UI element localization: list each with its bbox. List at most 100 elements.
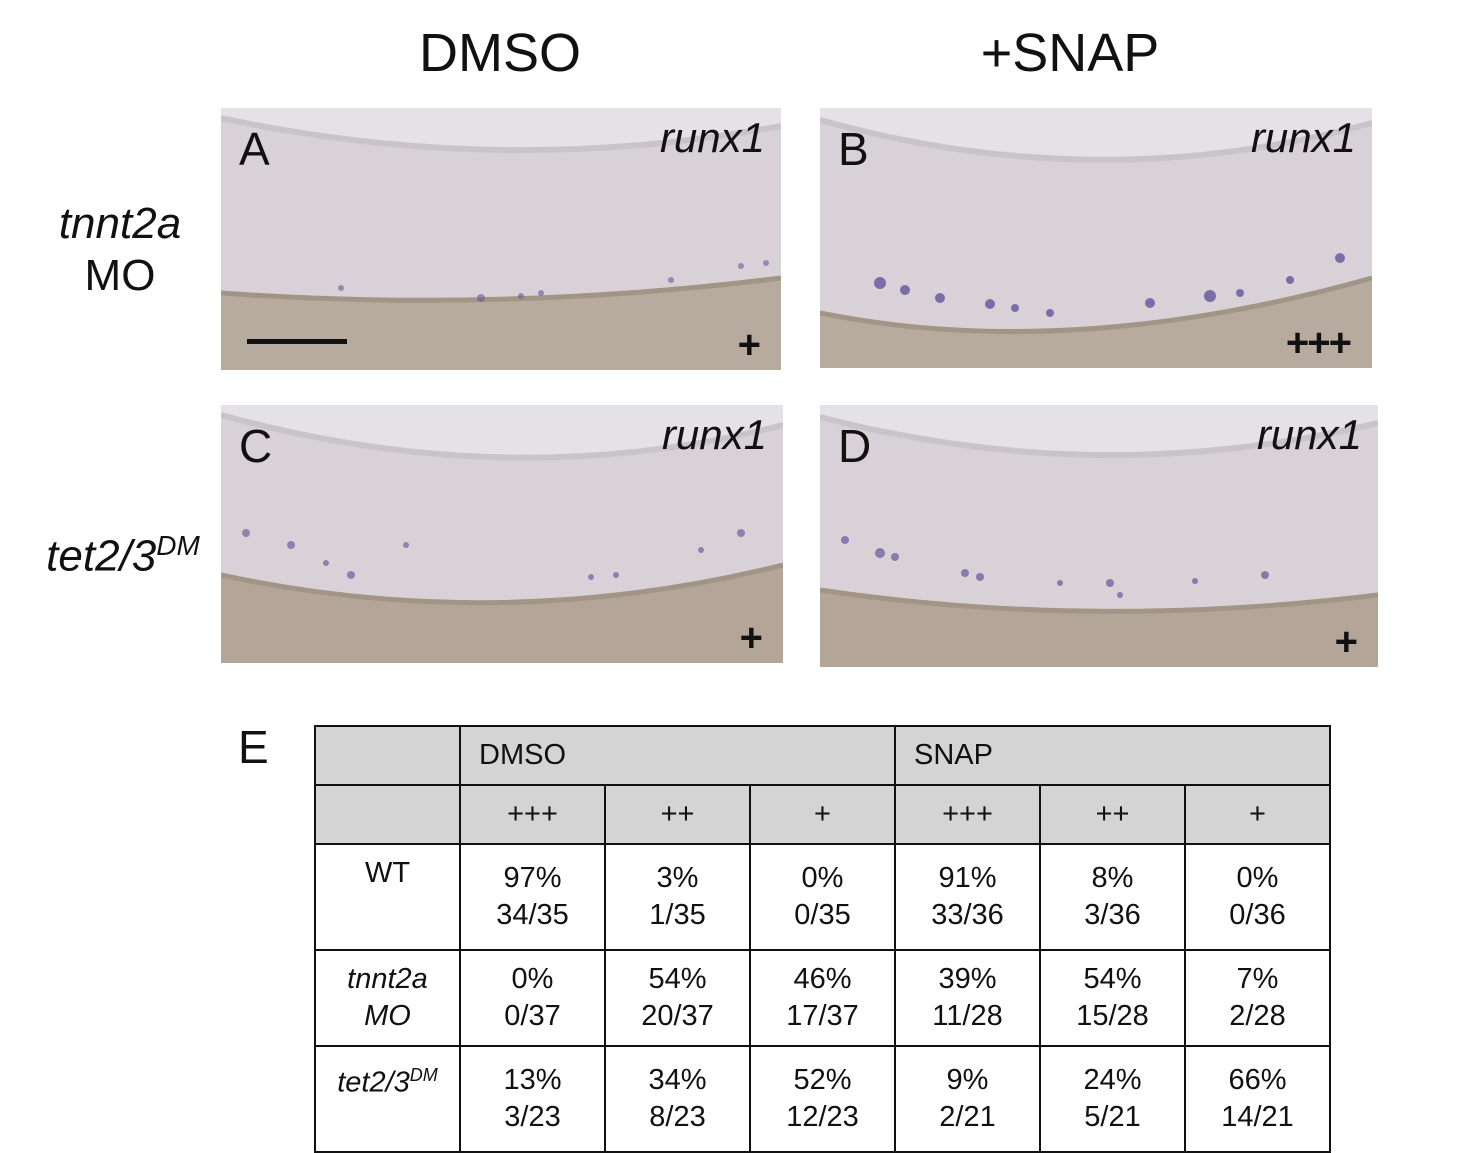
cell-count: 33/36 xyxy=(931,899,1004,931)
table-cell: 13% 3/23 xyxy=(459,1045,606,1153)
row-label-superscript: DM xyxy=(156,530,200,561)
cell-percent: 97% xyxy=(503,862,562,894)
cell-count: 17/37 xyxy=(786,1000,859,1032)
row-label-tet23-dm: tet2/3DM xyxy=(28,520,218,583)
table-cell: 34% 8/23 xyxy=(604,1045,751,1153)
cell-count: 0/35 xyxy=(794,899,851,931)
row-name-gene: tet2/3 xyxy=(337,1066,410,1099)
panel-letter: D xyxy=(838,420,872,472)
table-header-level: ++ xyxy=(1039,784,1186,845)
table-row: tet2/3DM 13% 3/23 34% 8/23 52% 12/23 9% 2/21… xyxy=(314,1045,1331,1153)
panel-letter-e: E xyxy=(238,721,269,773)
table-cell: 8% 3/36 xyxy=(1039,843,1186,951)
table-header-level: + xyxy=(1184,784,1331,845)
table-cell: 54% 20/37 xyxy=(604,949,751,1047)
table-corner-cell xyxy=(314,784,461,845)
micrograph-panel-b: B runx1 +++ xyxy=(820,108,1372,368)
table-row: tnnt2a MO 0% 0/37 54% 20/37 46% 17/37 39% 11/… xyxy=(314,949,1331,1047)
column-heading-dmso: DMSO xyxy=(419,23,581,83)
cell-percent: 54% xyxy=(648,963,707,995)
cell-count: 11/28 xyxy=(932,1000,1003,1032)
table-header-dmso: DMSO xyxy=(459,725,896,786)
panel-letter: A xyxy=(239,123,270,175)
cell-percent: 52% xyxy=(793,1064,852,1096)
table-cell: 39% 11/28 xyxy=(894,949,1041,1047)
cell-count: 3/36 xyxy=(1084,899,1141,931)
table-cell: 0% 0/37 xyxy=(459,949,606,1047)
cell-count: 3/23 xyxy=(504,1101,561,1133)
gene-label: runx1 xyxy=(659,114,765,161)
cell-percent: 9% xyxy=(946,1064,989,1096)
table-corner-cell xyxy=(314,725,461,786)
cell-percent: 0% xyxy=(1236,862,1279,894)
table-cell: 7% 2/28 xyxy=(1184,949,1331,1047)
table-cell: 91% 33/36 xyxy=(894,843,1041,951)
table-row-name: tnnt2a MO xyxy=(314,949,461,1047)
table-header-level: ++ xyxy=(604,784,751,845)
table-header-snap: SNAP xyxy=(894,725,1331,786)
cell-count: 0/37 xyxy=(504,1000,561,1032)
table-cell: 9% 2/21 xyxy=(894,1045,1041,1153)
cell-percent: 39% xyxy=(938,963,997,995)
table-cell: 24% 5/21 xyxy=(1039,1045,1186,1153)
micrograph-panel-c: C runx1 + xyxy=(221,405,783,663)
gene-label: runx1 xyxy=(1256,411,1362,458)
row-label-tnnt2a-mo: tnnt2a MO xyxy=(40,198,200,302)
cell-percent: 7% xyxy=(1236,963,1279,995)
gene-label: runx1 xyxy=(1250,114,1356,161)
cell-count: 8/23 xyxy=(649,1101,706,1133)
table-header-level-row: +++ ++ + +++ ++ + xyxy=(314,784,1331,845)
row-name-gene: tnnt2a xyxy=(347,963,428,995)
cell-count: 0/36 xyxy=(1229,899,1286,931)
table-row-name: tet2/3DM xyxy=(314,1045,461,1153)
cell-percent: 0% xyxy=(801,862,844,894)
micrograph-panel-d: D runx1 + xyxy=(820,405,1378,667)
cell-percent: 66% xyxy=(1228,1064,1287,1096)
cell-percent: 46% xyxy=(793,963,852,995)
table-row-name: WT xyxy=(314,843,461,951)
cell-percent: 8% xyxy=(1091,862,1134,894)
table-cell: 46% 17/37 xyxy=(749,949,896,1047)
cell-count: 34/35 xyxy=(496,899,569,931)
expression-score: + xyxy=(737,323,761,367)
row-name-superscript: DM xyxy=(409,1065,438,1085)
expression-score: + xyxy=(739,616,763,660)
cell-count: 12/23 xyxy=(786,1101,859,1133)
gene-label: runx1 xyxy=(661,411,767,458)
table-cell: 66% 14/21 xyxy=(1184,1045,1331,1153)
cell-count: 2/28 xyxy=(1229,1000,1286,1032)
cell-count: 2/21 xyxy=(939,1101,996,1133)
table-header-level: + xyxy=(749,784,896,845)
cell-percent: 13% xyxy=(503,1064,562,1096)
cell-percent: 3% xyxy=(656,862,699,894)
row-name-text: WT xyxy=(364,857,411,889)
row-label-suffix: MO xyxy=(84,251,156,300)
cell-percent: 34% xyxy=(648,1064,707,1096)
panel-letter: B xyxy=(838,123,869,175)
cell-count: 15/28 xyxy=(1076,1000,1149,1032)
row-label-gene: tet2/3 xyxy=(46,531,157,581)
cell-percent: 0% xyxy=(511,963,554,995)
table-cell: 54% 15/28 xyxy=(1039,949,1186,1047)
table-cell: 52% 12/23 xyxy=(749,1045,896,1153)
expression-score: +++ xyxy=(1285,321,1352,365)
cell-count: 14/21 xyxy=(1221,1101,1294,1133)
cell-count: 1/35 xyxy=(649,899,706,931)
table-header-level: +++ xyxy=(459,784,606,845)
row-label-gene: tnnt2a xyxy=(58,199,182,248)
table-cell: 3% 1/35 xyxy=(604,843,751,951)
row-name-suffix: MO xyxy=(364,1000,411,1032)
micrograph-panel-a: A runx1 + xyxy=(221,108,781,370)
table-cell: 0% 0/36 xyxy=(1184,843,1331,951)
cell-percent: 91% xyxy=(938,862,997,894)
cell-count: 5/21 xyxy=(1084,1101,1141,1133)
table-header-group-row: DMSO SNAP xyxy=(314,725,1331,786)
table-header-level: +++ xyxy=(894,784,1041,845)
panel-letter: C xyxy=(239,420,273,472)
cell-count: 20/37 xyxy=(641,1000,714,1032)
table-cell: 0% 0/35 xyxy=(749,843,896,951)
expression-score: + xyxy=(1334,620,1358,664)
table-row: WT 97% 34/35 3% 1/35 0% 0/35 91% 33/36 8% 3/3… xyxy=(314,843,1331,951)
cell-percent: 54% xyxy=(1083,963,1142,995)
table-cell: 97% 34/35 xyxy=(459,843,606,951)
